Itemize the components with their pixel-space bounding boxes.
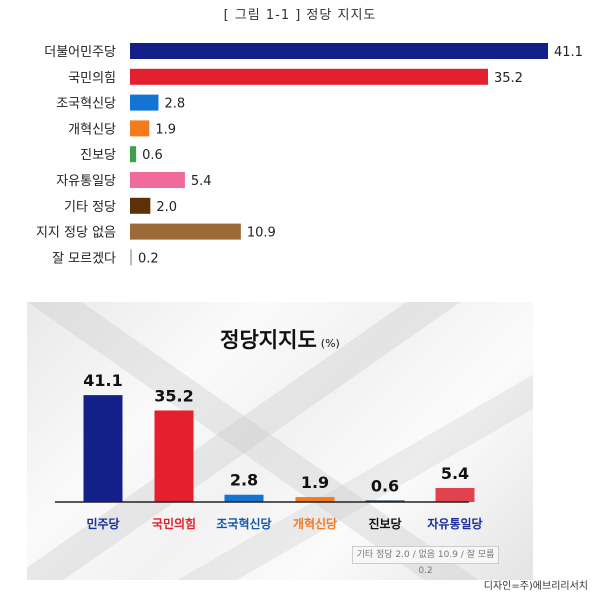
bar <box>130 68 488 85</box>
value-label: 41.1 <box>83 371 122 390</box>
chart-title: 정당지지도 (%) <box>27 324 533 354</box>
chart-title-text: 정당지지도 <box>220 328 317 352</box>
party-logo: 민주당 <box>86 516 119 531</box>
bar <box>130 146 137 163</box>
horizontal-bar-chart: 더불어민주당 41.1 국민의힘 35.2 조국혁신당 2.8 개혁신당 1.9 진보당 0.6 자… <box>36 43 583 266</box>
category-label: 자유통일당 <box>56 174 116 189</box>
bar <box>224 494 264 502</box>
party-logo: 자유통일당 <box>427 516 482 531</box>
unit-label: (%) <box>320 337 340 350</box>
party-logo: 국민의힘 <box>152 516 196 531</box>
figure-title: [ 그림 1-1 ] 정당 지지도 <box>223 8 377 23</box>
value-label: 5.4 <box>441 464 469 483</box>
category-label: 지지 정당 없음 <box>36 226 116 241</box>
category-label: 기타 정당 <box>64 200 116 215</box>
bar <box>130 172 185 188</box>
value-label: 2.0 <box>156 200 177 215</box>
party-logo: 개혁신당 <box>293 516 337 531</box>
bar <box>130 94 159 111</box>
bar <box>130 249 133 266</box>
bar <box>435 487 475 502</box>
credit: 디자인=주)에브리리서치 <box>483 581 588 592</box>
value-label: 2.8 <box>230 471 258 490</box>
value-label: 35.2 <box>154 386 193 405</box>
value-label: 1.9 <box>301 473 329 492</box>
category-label: 개혁신당 <box>68 122 116 137</box>
value-label: 2.8 <box>164 97 185 112</box>
bar <box>130 223 241 240</box>
value-label: 1.9 <box>155 122 176 137</box>
bar <box>130 43 548 59</box>
bar <box>365 500 405 502</box>
bar <box>130 120 150 137</box>
bar <box>295 497 335 502</box>
bar <box>130 197 151 214</box>
vertical-bar-chart: 41.1 민주당 35.2 국민의힘 2.8 조국혁신당 1.9 개혁신당 0.6 진보당 5.4 자… <box>55 371 483 531</box>
value-label: 0.2 <box>138 251 159 266</box>
party-logo: 조국혁신당 <box>216 516 271 531</box>
footnote: 기타 정당 2.0 / 없음 10.9 / 잘 모름 0.2 <box>352 546 499 576</box>
category-label: 조국혁신당 <box>56 97 116 112</box>
value-label: 0.6 <box>371 476 399 495</box>
category-label: 진보당 <box>80 148 116 163</box>
value-label: 5.4 <box>191 174 212 189</box>
value-label: 10.9 <box>247 226 276 241</box>
category-label: 더불어민주당 <box>44 45 116 60</box>
value-label: 0.6 <box>142 148 163 163</box>
category-label: 잘 모르겠다 <box>52 251 116 266</box>
bar <box>83 395 123 502</box>
value-label: 35.2 <box>494 71 523 86</box>
party-logo: 진보당 <box>368 516 401 531</box>
bar <box>154 410 194 502</box>
vertical-chart-panel: 정당지지도 (%) 41.1 민주당 35.2 국민의힘 2.8 조국혁신당 1.9 개혁신당 0… <box>27 302 533 580</box>
category-label: 국민의힘 <box>68 71 116 86</box>
value-label: 41.1 <box>554 45 583 60</box>
